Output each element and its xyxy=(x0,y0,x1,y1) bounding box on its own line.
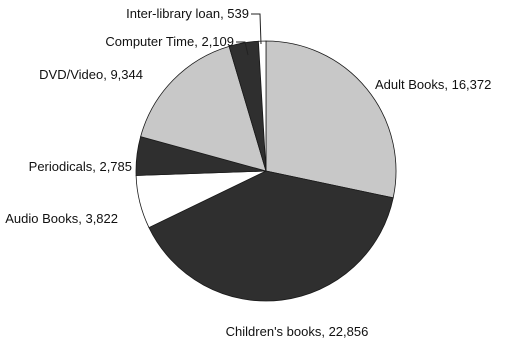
labels-layer: Adult Books, 16,372 Children's books, 22,… xyxy=(5,6,491,339)
slices-layer xyxy=(135,40,397,302)
slice-label-audio-books: Audio Books, 3,822 xyxy=(5,211,118,226)
pie-slice-adult-books xyxy=(265,40,397,199)
pie-slice-children-s-books xyxy=(148,170,394,302)
slice-label-periodicals: Periodicals, 2,785 xyxy=(29,159,132,174)
pie-slice-inter-library-loan xyxy=(257,40,267,172)
slice-label-children-s-books: Children's books, 22,856 xyxy=(226,324,369,339)
slice-label-dvd-video: DVD/Video, 9,344 xyxy=(39,67,143,82)
slice-label-adult-books: Adult Books, 16,372 xyxy=(375,77,491,92)
slice-label-inter-library-loan: Inter-library loan, 539 xyxy=(126,6,249,21)
pie-slice-dvd-video xyxy=(140,45,267,172)
slice-label-computer-time: Computer Time, 2,109 xyxy=(105,34,234,49)
leader-line-computer-time xyxy=(236,41,249,56)
leader-line-inter-library-loan xyxy=(251,13,262,45)
